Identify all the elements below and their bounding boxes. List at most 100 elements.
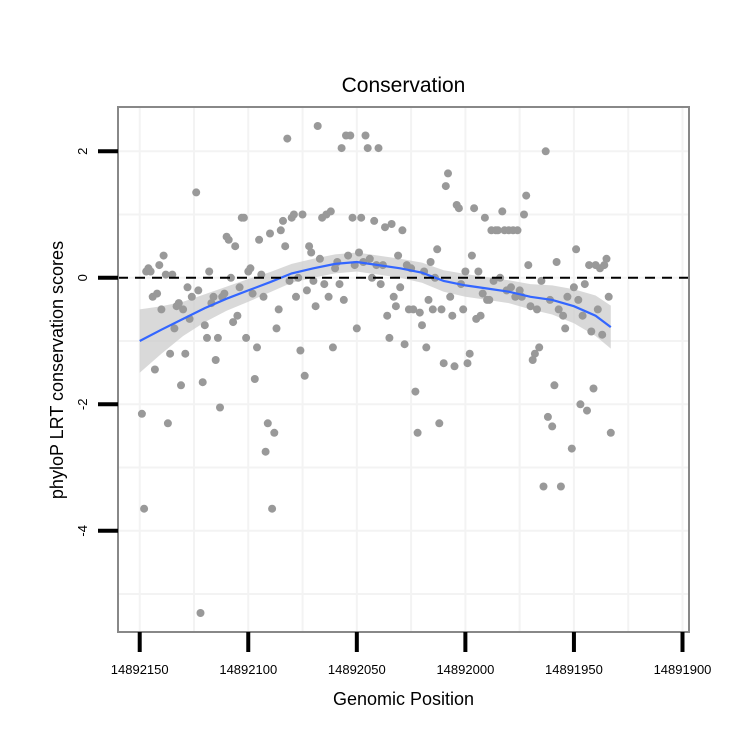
data-point bbox=[368, 273, 376, 282]
data-point bbox=[559, 311, 568, 320]
data-point bbox=[561, 324, 570, 333]
data-point bbox=[155, 261, 164, 270]
data-point bbox=[576, 400, 585, 409]
y-axis-title: phyloP LRT conservation scores bbox=[47, 241, 67, 499]
data-point bbox=[226, 273, 235, 282]
data-point bbox=[153, 289, 162, 298]
data-point bbox=[170, 324, 179, 333]
data-point bbox=[246, 264, 255, 273]
data-point bbox=[200, 321, 209, 330]
data-point bbox=[365, 254, 374, 263]
data-point bbox=[411, 387, 420, 396]
data-point bbox=[507, 283, 515, 292]
data-point bbox=[289, 210, 298, 219]
data-point bbox=[606, 428, 615, 437]
x-tick-label: 14891900 bbox=[654, 662, 712, 677]
data-point bbox=[448, 311, 457, 320]
data-point bbox=[235, 283, 244, 292]
data-point bbox=[370, 216, 379, 225]
data-point bbox=[585, 261, 594, 270]
data-point bbox=[213, 333, 222, 342]
data-point bbox=[259, 292, 268, 301]
data-point bbox=[580, 280, 589, 289]
data-point bbox=[335, 280, 344, 289]
x-tick-label: 14891950 bbox=[545, 662, 603, 677]
data-point bbox=[563, 292, 572, 301]
data-point bbox=[441, 182, 450, 191]
data-point bbox=[593, 305, 602, 314]
data-point bbox=[439, 359, 448, 368]
data-point bbox=[255, 235, 264, 244]
data-point bbox=[578, 311, 587, 320]
data-point bbox=[400, 340, 409, 349]
data-point bbox=[572, 245, 581, 254]
data-point bbox=[574, 295, 583, 304]
data-point bbox=[600, 261, 609, 270]
data-point bbox=[426, 258, 435, 266]
data-point bbox=[294, 273, 303, 282]
data-point bbox=[339, 295, 348, 304]
data-point bbox=[209, 292, 218, 301]
data-point bbox=[554, 305, 563, 314]
data-point bbox=[422, 343, 431, 352]
data-point bbox=[150, 365, 159, 374]
data-point bbox=[363, 144, 372, 153]
data-point bbox=[535, 343, 544, 352]
data-point bbox=[470, 204, 479, 213]
y-tick-label: -2 bbox=[75, 399, 90, 411]
x-tick-label: 14892050 bbox=[328, 662, 386, 677]
data-point bbox=[598, 330, 607, 339]
data-point bbox=[424, 295, 433, 304]
data-point bbox=[250, 375, 259, 383]
data-point bbox=[203, 333, 211, 342]
x-axis-title: Genomic Position bbox=[333, 689, 474, 709]
data-point bbox=[413, 428, 422, 437]
smooth-line-layer bbox=[139, 260, 612, 342]
data-point bbox=[556, 482, 565, 491]
data-point bbox=[174, 299, 183, 308]
data-point bbox=[337, 144, 346, 153]
data-point bbox=[428, 305, 437, 314]
data-point bbox=[352, 324, 361, 333]
data-point bbox=[276, 226, 285, 235]
x-tick-label: 14892000 bbox=[436, 662, 494, 677]
data-point bbox=[296, 346, 305, 355]
data-point bbox=[272, 324, 281, 333]
data-point bbox=[493, 226, 502, 235]
data-point bbox=[515, 286, 524, 295]
data-point bbox=[348, 213, 357, 222]
data-point bbox=[157, 305, 166, 314]
plot-panel bbox=[118, 107, 689, 632]
data-point bbox=[480, 213, 489, 222]
data-point bbox=[229, 318, 238, 327]
data-point bbox=[357, 213, 366, 222]
data-point bbox=[539, 482, 548, 491]
data-point bbox=[548, 422, 557, 431]
data-point bbox=[381, 223, 389, 232]
data-point bbox=[526, 302, 535, 311]
data-point bbox=[446, 292, 455, 301]
data-point bbox=[231, 242, 240, 251]
data-point bbox=[196, 609, 205, 617]
data-point bbox=[331, 264, 340, 273]
data-point bbox=[604, 292, 613, 301]
data-point bbox=[513, 226, 522, 235]
y-axis: 2 0 -2 -4 bbox=[75, 148, 118, 537]
data-point bbox=[179, 305, 188, 314]
data-point bbox=[324, 292, 333, 301]
data-point bbox=[476, 311, 485, 320]
data-point bbox=[279, 216, 287, 225]
data-point bbox=[374, 144, 383, 153]
data-point bbox=[418, 321, 426, 330]
data-point bbox=[168, 270, 177, 279]
data-point bbox=[177, 381, 185, 390]
chart-title: Conservation bbox=[342, 74, 466, 97]
data-point bbox=[569, 283, 578, 292]
data-point bbox=[263, 419, 272, 428]
data-point bbox=[376, 280, 385, 289]
data-point bbox=[309, 276, 318, 285]
data-point bbox=[274, 305, 283, 314]
data-point bbox=[253, 343, 261, 352]
